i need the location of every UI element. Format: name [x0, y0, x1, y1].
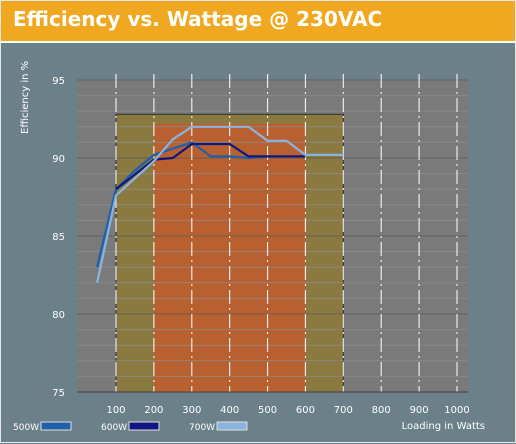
- legend-label-500W: 500W: [13, 423, 39, 433]
- y-tick-label: 80: [52, 310, 65, 321]
- legend-label-600W: 600W: [101, 423, 127, 433]
- x-tick-label: 700: [334, 405, 353, 416]
- y-tick-label: 85: [52, 232, 65, 243]
- series-line-500W: [96, 141, 268, 268]
- legend-swatch-600W: [128, 421, 160, 431]
- y-tick-label: 90: [52, 154, 65, 165]
- y-tick-label: 95: [52, 76, 65, 87]
- series-line-600W: [115, 142, 306, 191]
- x-tick-label: 800: [372, 405, 391, 416]
- x-tick-label: 1000: [444, 405, 469, 416]
- x-tick-label: 400: [220, 405, 239, 416]
- legend-swatch-500W: [40, 421, 72, 431]
- chart-title: Efficiency vs. Wattage @ 230VAC: [13, 7, 383, 31]
- x-tick-label: 900: [410, 405, 429, 416]
- x-tick-label: 500: [258, 405, 277, 416]
- series-line-700W: [96, 125, 344, 284]
- y-tick-label: 75: [52, 388, 65, 399]
- x-tick-label: 300: [182, 405, 201, 416]
- x-axis-label: Loading in Watts: [402, 421, 485, 432]
- legend-label-700W: 700W: [189, 423, 215, 433]
- x-tick-label: 600: [296, 405, 315, 416]
- y-axis-label: Efficiency in %: [20, 61, 31, 134]
- x-tick-label: 200: [144, 405, 163, 416]
- x-tick-label: 100: [106, 405, 125, 416]
- legend-swatch-700W: [216, 421, 248, 431]
- title-bar: Efficiency vs. Wattage @ 230VAC: [1, 1, 515, 43]
